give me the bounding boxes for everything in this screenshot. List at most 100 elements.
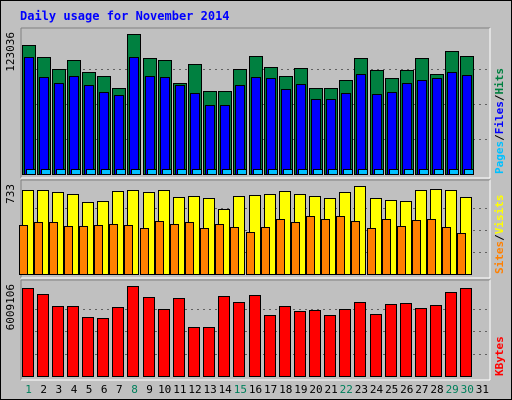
bar-sites-day-23: [351, 221, 360, 275]
bar-pages-day-15: [237, 169, 247, 175]
bar-files-day-1: [24, 57, 34, 175]
bar-kbytes-day-27: [415, 308, 427, 377]
bar-sites-day-4: [64, 226, 73, 275]
bar-files-day-3: [54, 83, 64, 175]
bar-pages-day-8: [131, 169, 141, 175]
bar-sites-day-18: [276, 219, 285, 275]
bar-files-day-29: [447, 72, 457, 175]
bar-pages-day-10: [162, 169, 172, 175]
bar-files-day-13: [205, 105, 215, 175]
bar-kbytes-day-16: [249, 295, 261, 377]
x-tick-label: 5: [86, 383, 93, 396]
bar-pages-day-13: [207, 169, 217, 175]
x-tick-label: 28: [430, 383, 443, 396]
panel-kbytes: 6009106 KBytes: [4, 279, 506, 381]
bar-pages-day-2: [41, 169, 51, 175]
bar-files-day-26: [402, 83, 412, 175]
x-tick-label: 26: [400, 383, 413, 396]
bar-pages-day-5: [86, 169, 96, 175]
x-tick-label: 20: [309, 383, 322, 396]
bar-kbytes-day-28: [430, 305, 442, 377]
bar-sites-day-2: [34, 222, 43, 275]
bar-sites-day-27: [412, 220, 421, 275]
bar-kbytes-day-21: [324, 315, 336, 377]
bar-files-day-25: [387, 92, 397, 175]
legend-separator: /: [493, 134, 506, 141]
bar-files-day-23: [356, 74, 366, 175]
bar-files-day-10: [160, 77, 170, 175]
bar-kbytes-day-4: [67, 306, 79, 377]
bar-sites-day-28: [427, 219, 436, 275]
bar-sites-day-30: [457, 233, 466, 275]
bar-kbytes-day-8: [127, 286, 139, 377]
x-tick-label: 22: [340, 383, 353, 396]
bar-pages-day-23: [358, 169, 368, 175]
bar-kbytes-day-23: [354, 302, 366, 377]
x-tick-label: 12: [188, 383, 201, 396]
x-tick-label: 15: [234, 383, 247, 396]
bar-pages-day-11: [177, 169, 187, 175]
bar-sites-day-6: [94, 225, 103, 275]
bar-sites-day-1: [19, 225, 28, 275]
panel-visits-max-label: 733: [4, 184, 17, 204]
bar-sites-day-8: [124, 225, 133, 275]
bar-kbytes-day-17: [264, 315, 276, 377]
x-tick-label: 24: [370, 383, 384, 396]
legend-entry-visits: Visits: [493, 195, 506, 235]
panel-visits-legend: Sites/Visits: [493, 195, 506, 275]
x-axis-day-labels: 1 2 3 4 5 6 7 8 9 10 11 12 13 14 15 16 17 18 19 20 21 22 23 24 2…: [25, 383, 489, 396]
bar-kbytes-day-5: [82, 317, 94, 377]
bar-kbytes-day-18: [279, 306, 291, 377]
bar-sites-day-24: [367, 228, 376, 275]
legend-entry-sites: Sites: [493, 241, 506, 274]
bar-files-day-18: [281, 89, 291, 175]
x-tick-label: 6: [101, 383, 108, 396]
bar-pages-day-16: [253, 169, 263, 175]
bar-pages-day-27: [419, 169, 429, 175]
x-tick-label: 18: [279, 383, 292, 396]
bar-kbytes-day-1: [22, 288, 34, 377]
bar-kbytes-day-7: [112, 307, 124, 377]
bar-files-day-17: [266, 78, 276, 175]
panel-visits: 733 Sites/Visits: [4, 179, 506, 279]
x-tick-label: 23: [355, 383, 368, 396]
bar-sites-day-25: [382, 219, 391, 275]
panel-kbytes-max-label: 6009106: [4, 284, 17, 330]
x-tick-label: 21: [324, 383, 337, 396]
bar-pages-day-25: [389, 169, 399, 175]
bar-pages-day-7: [116, 169, 126, 175]
x-tick-label: 10: [158, 383, 171, 396]
bar-pages-day-29: [449, 169, 459, 175]
bar-pages-day-20: [313, 169, 323, 175]
bar-files-day-12: [190, 93, 200, 175]
bar-files-day-4: [69, 76, 79, 175]
bar-kbytes-day-11: [173, 298, 185, 377]
bar-kbytes-day-9: [143, 297, 155, 377]
bar-pages-day-18: [283, 169, 293, 175]
bar-files-day-5: [84, 85, 94, 175]
x-tick-label: 8: [131, 383, 138, 396]
bar-sites-day-29: [442, 227, 451, 275]
bar-sites-day-7: [109, 224, 118, 275]
legend-entry-hits: Hits: [493, 68, 506, 95]
bar-pages-day-4: [71, 169, 81, 175]
bar-sites-day-21: [321, 219, 330, 275]
bar-kbytes-day-12: [188, 327, 200, 377]
bar-sites-day-22: [336, 216, 345, 275]
panel-hits-max-label: 123036: [4, 32, 17, 72]
legend-separator: /: [493, 234, 506, 241]
x-tick-label: 9: [146, 383, 153, 396]
panel-kbytes-legend: KBytes: [493, 336, 506, 376]
bar-files-day-22: [341, 93, 351, 175]
legend-entry-pages: Pages: [493, 141, 506, 174]
x-tick-label: 30: [461, 383, 474, 396]
bar-kbytes-day-2: [37, 294, 49, 377]
legend-entry-files: Files: [493, 101, 506, 134]
bar-kbytes-day-14: [218, 296, 230, 377]
panel-hits-legend: Pages/Files/Hits: [493, 68, 506, 174]
bar-kbytes-day-25: [385, 304, 397, 377]
x-tick-label: 25: [385, 383, 398, 396]
bar-sites-day-15: [230, 227, 239, 275]
bar-sites-day-3: [49, 222, 58, 275]
